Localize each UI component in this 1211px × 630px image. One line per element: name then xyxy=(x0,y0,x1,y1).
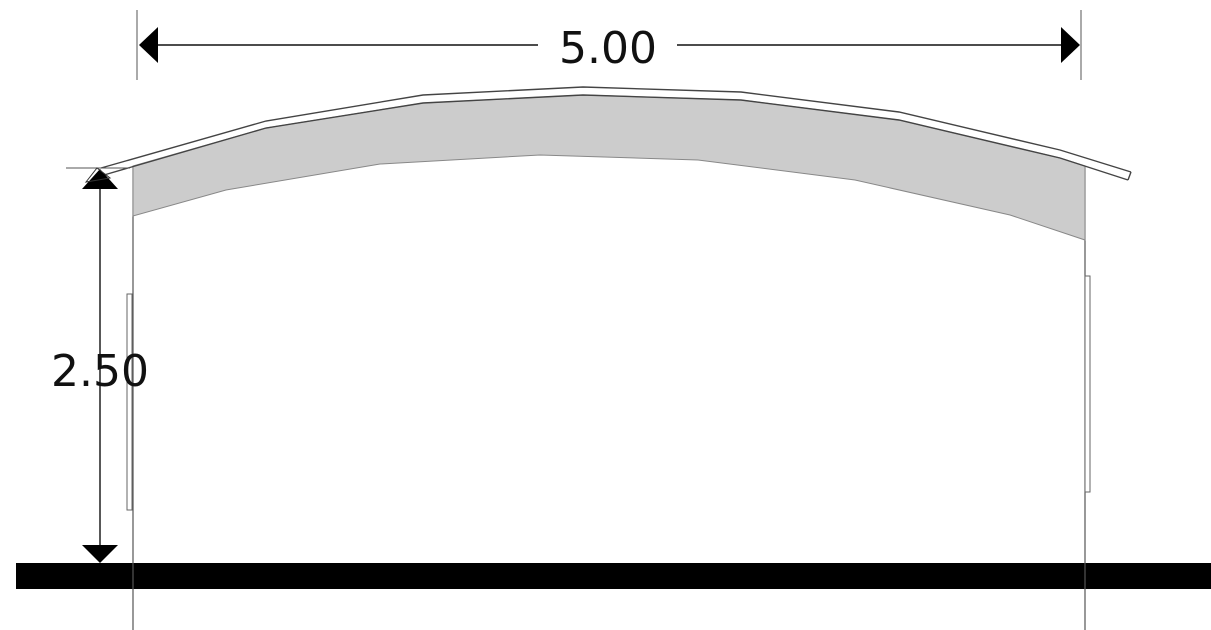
height-arrow-top xyxy=(82,169,118,189)
ground-slab xyxy=(16,563,1211,589)
eave-support-mark xyxy=(84,167,112,183)
width-dimension-label: 5.00 xyxy=(559,23,657,74)
roof-sheet-bottom xyxy=(103,94,1129,181)
roof-shaded-band xyxy=(132,94,1086,241)
height-arrow-bottom xyxy=(82,545,118,563)
roof-sheet-end xyxy=(1127,171,1132,181)
width-arrow-left xyxy=(139,27,158,63)
height-dimension-label: 2.50 xyxy=(51,346,149,397)
right-wall-panel xyxy=(1084,275,1091,493)
width-arrow-right xyxy=(1061,27,1080,63)
left-wall-panel xyxy=(126,293,133,511)
roof-sheet-top xyxy=(100,86,1132,173)
